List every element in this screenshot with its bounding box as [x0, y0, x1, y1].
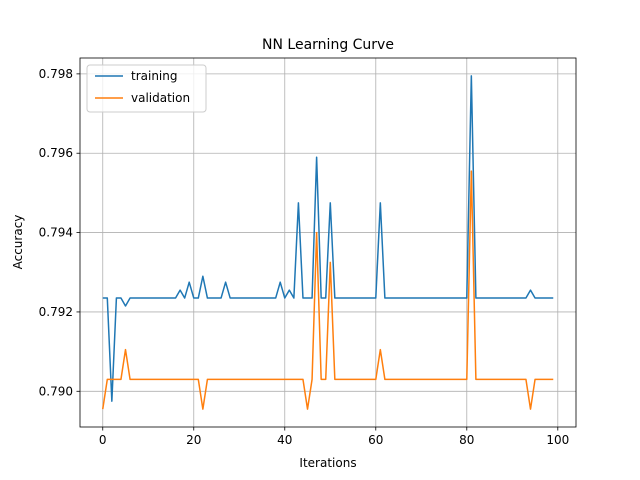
y-tick-label: 0.790 — [39, 384, 73, 398]
y-tick-label: 0.796 — [39, 146, 73, 160]
axes-frame — [79, 57, 577, 428]
legend-label-validation: validation — [131, 91, 190, 105]
y-axis-ticks: 0.790 0.792 0.794 0.796 0.798 — [39, 67, 80, 398]
x-tick-label: 80 — [459, 433, 474, 447]
y-axis-label: Accuracy — [11, 215, 25, 270]
series-line-validation — [102, 170, 554, 410]
chart-title: NN Learning Curve — [262, 37, 394, 53]
x-tick-label: 0 — [99, 433, 107, 447]
legend-label-training: training — [131, 69, 178, 83]
y-tick-label: 0.794 — [39, 226, 73, 240]
legend: training validation — [86, 64, 207, 113]
y-tick-label: 0.792 — [39, 305, 73, 319]
x-tick-label: 40 — [277, 433, 292, 447]
y-tick-label: 0.798 — [39, 67, 73, 81]
x-axis-label: Iterations — [299, 456, 356, 470]
x-axis-ticks: 0 20 40 60 80 100 — [99, 427, 569, 447]
x-tick-label: 20 — [186, 433, 201, 447]
grid — [80, 58, 576, 427]
x-tick-label: 60 — [368, 433, 383, 447]
series-line-training — [102, 75, 554, 402]
series-layer — [102, 75, 554, 410]
x-tick-label: 100 — [546, 433, 569, 447]
